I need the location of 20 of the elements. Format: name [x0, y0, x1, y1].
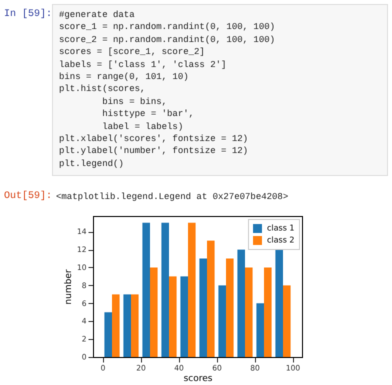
text: score_2 = np.random.randint(0, 100, 100) [59, 34, 276, 45]
text: label = labels) [102, 122, 184, 132]
text: bins = range(0, 101, 10) [59, 72, 189, 82]
legend-label: class 1 [267, 224, 294, 232]
text: <matplotlib.legend.Legend at 0x27e07be4208> [56, 192, 288, 202]
text: #generate data [59, 10, 135, 20]
text: Out[59]: [4, 191, 52, 202]
y-axis-title: number [64, 269, 74, 305]
text: scores = [score_1, score_2] [59, 47, 205, 58]
text: In [59]: [4, 9, 52, 20]
text: plt.xlabel('scores', fontsize = 12) [59, 134, 248, 144]
text: labels = ['class 1', 'class 2'] [59, 60, 226, 70]
text: plt.ylabel('number', fontsize = 12) [59, 146, 248, 156]
text: plt.legend() [59, 158, 124, 169]
x-axis-title: scores [184, 374, 213, 384]
text: bins = bins, [102, 96, 168, 107]
text: plt.hist(scores, [59, 84, 146, 94]
legend-label: class 2 [267, 236, 294, 244]
text: histtype = 'bar', [102, 109, 194, 120]
text: score_1 = np.random.randint(0, 100, 100) [59, 22, 276, 32]
